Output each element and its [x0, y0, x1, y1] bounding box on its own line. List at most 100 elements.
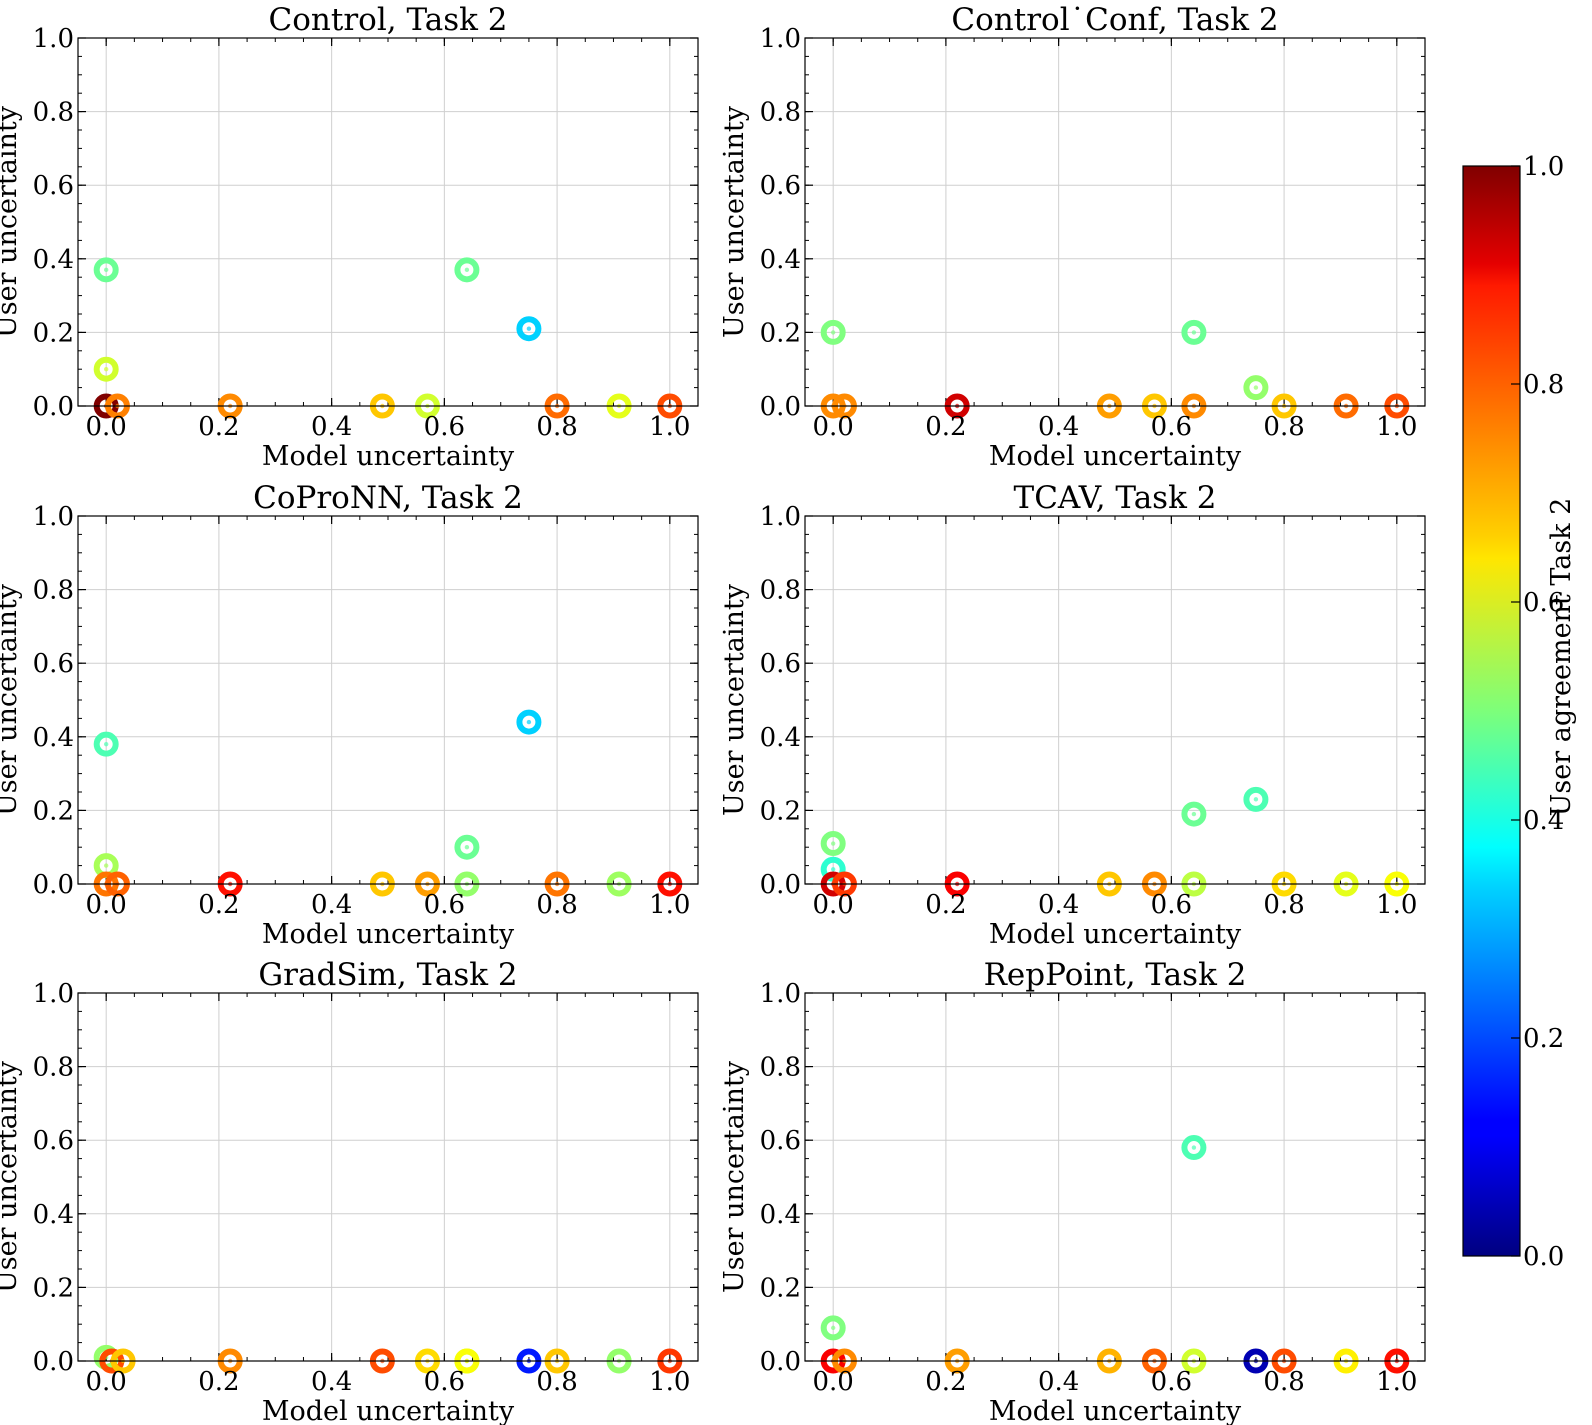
colorbar-tick-label: 0.8 [1523, 370, 1564, 400]
y-tick-label: 0.4 [760, 245, 801, 275]
data-point [516, 316, 542, 342]
y-axis-label: User uncertainty [0, 583, 23, 816]
x-tick-label: 0.2 [198, 890, 239, 920]
y-tick-label: 0.6 [760, 1126, 801, 1156]
y-tick-label: 0.8 [760, 576, 801, 606]
colorbar-frame [1462, 165, 1521, 1257]
y-tick-label: 0.8 [33, 98, 74, 128]
x-tick-label: 0.0 [813, 890, 854, 920]
x-tick-label: 0.8 [1263, 412, 1304, 442]
x-tick-label: 1.0 [649, 890, 690, 920]
panel-title: TCAV, Task 2 [1014, 480, 1217, 516]
plot-frame [77, 37, 699, 407]
y-tick-label: 1.0 [760, 502, 801, 532]
colorbar-tick-label: 0.4 [1523, 806, 1564, 836]
data-point [454, 257, 480, 283]
x-tick-label: 0.4 [311, 412, 352, 442]
y-tick-label: 0.2 [33, 318, 74, 348]
plot-frame [77, 515, 699, 885]
plot-area [78, 516, 698, 884]
panel-title: Control˙Conf, Task 2 [951, 2, 1278, 38]
data-point-center [526, 326, 532, 331]
y-tick-label: 0.0 [760, 870, 801, 900]
y-axis-label: User uncertainty [0, 105, 23, 338]
colorbar-gradient [1463, 166, 1520, 1256]
y-tick-label: 0.0 [760, 392, 801, 422]
data-point [820, 1315, 846, 1341]
y-tick-label: 0.4 [33, 1200, 74, 1230]
x-tick-label: 0.4 [1038, 1367, 1079, 1397]
x-tick-label: 0.0 [813, 412, 854, 442]
y-axis-label: User uncertainty [719, 583, 750, 816]
plot-frame [77, 992, 699, 1362]
y-tick-label: 0.6 [33, 649, 74, 679]
plot-frame [804, 515, 1426, 885]
x-axis-label: Model uncertainty [262, 441, 515, 472]
x-tick-label: 0.8 [536, 412, 577, 442]
data-point-center [830, 867, 836, 872]
x-tick-label: 0.0 [86, 412, 127, 442]
y-tick-label: 0.8 [33, 1053, 74, 1083]
panels: 0.0 0.2 0.4 0.6 0.8 1.0 0.0 0.2 0.4 0.6 0.8 1.0 Cont… [0, 2, 1426, 1425]
data-point [1181, 801, 1207, 827]
x-tick-label: 0.6 [424, 412, 465, 442]
x-tick-label: 1.0 [1376, 412, 1417, 442]
panel-4: 0.0 0.2 0.4 0.6 0.8 1.0 0.0 0.2 0.4 0.6 0.8 1.0 Grad… [0, 957, 699, 1425]
x-axis-label: Model uncertainty [989, 441, 1242, 472]
data-point [454, 834, 480, 860]
colorbar: 0.0 0.2 0.4 0.6 0.8 1.0 User agreement Task 2 [1462, 152, 1577, 1272]
plot-frame [804, 992, 1426, 1362]
data-point-center [1191, 1145, 1197, 1150]
panel-3: 0.0 0.2 0.4 0.6 0.8 1.0 0.0 0.2 0.4 0.6 0.8 1.0 TCAV… [719, 480, 1426, 950]
data-point-center [830, 330, 836, 335]
y-axis-label: User uncertainty [719, 105, 750, 338]
x-tick-label: 0.4 [1038, 890, 1079, 920]
colorbar-tick-label: 0.6 [1523, 588, 1564, 618]
data-point-center [103, 741, 109, 747]
x-axis-label: Model uncertainty [989, 919, 1242, 950]
plot-area [805, 993, 1425, 1361]
x-tick-label: 1.0 [1376, 890, 1417, 920]
data-point [1243, 375, 1269, 401]
x-tick-label: 0.2 [925, 412, 966, 442]
plot-area [78, 993, 698, 1361]
data-point [1181, 1135, 1207, 1161]
x-tick-label: 0.8 [1263, 890, 1304, 920]
y-tick-label: 0.8 [760, 98, 801, 128]
y-tick-label: 0.6 [33, 1126, 74, 1156]
data-point-center [830, 1325, 836, 1331]
colorbar-tick-label: 0.0 [1523, 1242, 1564, 1272]
x-tick-label: 0.6 [424, 1367, 465, 1397]
y-tick-label: 1.0 [760, 24, 801, 54]
x-axis-label: Model uncertainty [262, 919, 515, 950]
data-point [93, 257, 119, 283]
colorbar-label: User agreement Task 2 [1546, 498, 1577, 817]
y-axis-label: User uncertainty [0, 1060, 23, 1293]
data-point-center [1253, 385, 1259, 390]
y-tick-label: 1.0 [33, 979, 74, 1009]
y-tick-label: 0.2 [760, 1273, 801, 1303]
data-point-center [103, 267, 109, 273]
plot-frame [804, 37, 1426, 407]
x-tick-label: 0.2 [925, 1367, 966, 1397]
y-tick-label: 0.4 [33, 723, 74, 753]
x-tick-label: 0.4 [1038, 412, 1079, 442]
x-tick-label: 0.0 [86, 890, 127, 920]
y-tick-label: 1.0 [760, 979, 801, 1009]
data-point-center [1191, 330, 1197, 335]
colorbar-tick-label: 0.2 [1523, 1024, 1564, 1054]
data-point [93, 731, 119, 757]
y-tick-label: 0.0 [33, 870, 74, 900]
panel-1: 0.0 0.2 0.4 0.6 0.8 1.0 0.0 0.2 0.4 0.6 0.8 1.0 Cont… [719, 2, 1426, 472]
plot-area [805, 516, 1425, 884]
x-tick-label: 0.6 [1151, 890, 1192, 920]
y-tick-label: 0.6 [33, 171, 74, 201]
panel-0: 0.0 0.2 0.4 0.6 0.8 1.0 0.0 0.2 0.4 0.6 0.8 1.0 Cont… [0, 2, 699, 472]
data-point-center [464, 845, 470, 850]
plot-area [78, 38, 698, 406]
x-tick-label: 1.0 [649, 1367, 690, 1397]
x-tick-label: 0.6 [1151, 412, 1192, 442]
data-point [820, 319, 846, 345]
x-tick-label: 0.2 [198, 412, 239, 442]
